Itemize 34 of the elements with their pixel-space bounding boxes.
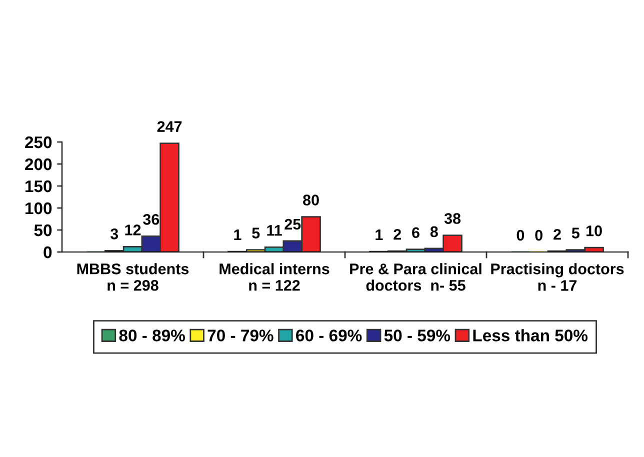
legend-label: Less than 50%	[473, 329, 588, 342]
y-tick-label: 200	[25, 158, 52, 170]
data-label: 0	[535, 230, 542, 241]
data-label: 5	[572, 228, 580, 238]
data-label: 1	[234, 230, 242, 240]
data-label: 6	[412, 227, 420, 238]
data-label: 1	[376, 230, 383, 240]
x-tick-label: MBBS students n = 298	[77, 263, 189, 291]
y-tick-label: 100	[26, 202, 52, 214]
data-label: 36	[143, 214, 160, 225]
data-label: 2	[554, 228, 561, 240]
legend-label: 60 - 69%	[296, 330, 362, 342]
x-tick-label: Pre & Para clinical doctors n- 55	[350, 263, 482, 291]
y-tick-label: 50	[34, 224, 52, 236]
y-tick-label: 150	[26, 180, 52, 192]
legend-label: 50 - 59%	[384, 330, 450, 342]
x-tick-label: Practising doctors n - 17	[491, 263, 624, 291]
y-tick-label: 0	[44, 246, 52, 258]
y-tick-label: 250	[25, 136, 52, 148]
data-label: 25	[284, 218, 301, 230]
data-label: 10	[586, 225, 602, 236]
data-label: 2	[394, 228, 401, 240]
data-label: 12	[125, 224, 141, 236]
data-label: 0	[516, 230, 524, 241]
data-label: 5	[252, 228, 260, 238]
legend-label: 70 - 79%	[208, 330, 274, 342]
data-label: 80	[303, 194, 319, 206]
data-label: 8	[430, 226, 438, 238]
data-label: 11	[267, 225, 282, 236]
legend-label: 80 - 89%	[119, 330, 185, 342]
data-label: 38	[444, 213, 461, 224]
x-tick-label: Medical interns n = 122	[220, 263, 330, 291]
data-label: 3	[110, 228, 118, 240]
data-label: 247	[157, 121, 182, 132]
